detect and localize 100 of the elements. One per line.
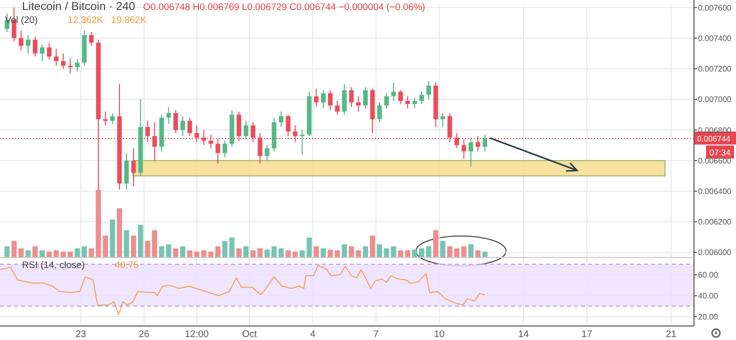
x-tick-label: 21 <box>666 329 676 340</box>
y-tick-label: 0.007600 <box>698 3 732 12</box>
y-tick-label: 0.007000 <box>698 95 732 104</box>
y-tick-label: 0.006600 <box>698 156 732 166</box>
candlestick <box>440 112 446 128</box>
candlestick <box>412 97 417 110</box>
bar <box>88 248 94 257</box>
bar <box>110 219 116 257</box>
y-tick-label: 40.00 <box>698 291 719 300</box>
x-tick-label: 4 <box>310 329 316 340</box>
bar <box>348 246 354 257</box>
bar <box>229 238 235 257</box>
bar <box>250 250 256 257</box>
x-tick-label: 26 <box>138 329 150 340</box>
candlestick <box>194 124 200 143</box>
candlestick <box>320 90 326 110</box>
chart-title: RSI (14, close) <box>22 260 85 271</box>
annotation: 40.75 <box>114 260 139 271</box>
candlestick <box>26 34 30 54</box>
candlestick <box>419 91 424 104</box>
bar <box>292 252 298 257</box>
bar <box>236 248 242 257</box>
candlestick <box>103 111 108 126</box>
bar <box>356 250 362 257</box>
candlestick <box>300 129 304 155</box>
bar <box>384 248 390 257</box>
candlestick <box>244 120 248 140</box>
candlestick <box>447 112 452 143</box>
bar <box>116 208 122 257</box>
candlestick <box>68 58 73 74</box>
bar <box>222 240 228 257</box>
candlestick <box>363 86 368 110</box>
bar <box>286 250 291 257</box>
bar <box>144 240 150 257</box>
bar <box>4 246 10 257</box>
candlestick <box>236 111 242 142</box>
x-tick-label: 12:00 <box>184 329 209 340</box>
bar <box>405 250 410 257</box>
candlestick <box>180 116 186 137</box>
x-tick-label: 23 <box>76 329 86 340</box>
candlestick <box>328 90 333 111</box>
candlestick <box>222 140 228 158</box>
candlestick <box>18 30 24 51</box>
candlestick <box>258 132 262 164</box>
candlestick <box>187 117 192 137</box>
candlestick <box>32 36 38 58</box>
y-tick-label: 60.00 <box>698 270 719 280</box>
bar <box>468 244 474 257</box>
candlestick <box>250 122 256 143</box>
ref-line-label: 0.006744 <box>697 134 731 144</box>
candlestick <box>286 114 290 137</box>
bar <box>40 250 45 257</box>
candlestick <box>384 92 389 110</box>
bar <box>398 250 404 257</box>
bar <box>257 248 263 257</box>
candlestick <box>124 152 129 190</box>
candlestick <box>335 100 340 116</box>
bar <box>130 236 136 257</box>
bar <box>475 250 480 257</box>
x-tick-label: 7 <box>373 329 379 340</box>
text: 07:34 <box>709 148 731 158</box>
x-tick-label: 17 <box>582 329 592 340</box>
candlestick <box>89 32 94 46</box>
candlestick <box>173 110 178 134</box>
candlestick <box>60 52 66 70</box>
y-tick-label: 20.00 <box>698 312 719 322</box>
candlestick <box>264 144 270 162</box>
candlestick <box>216 138 220 164</box>
candlestick <box>377 102 382 123</box>
candlestick <box>454 132 460 149</box>
bar <box>264 250 270 257</box>
y-tick-label: 0.006000 <box>698 248 732 258</box>
bar <box>370 236 376 257</box>
candlestick <box>46 42 52 60</box>
y-tick-label: 0.006400 <box>698 186 732 196</box>
candlestick <box>40 44 44 62</box>
bar <box>440 240 446 257</box>
candlestick <box>398 90 403 104</box>
bar <box>215 246 220 257</box>
candlestick <box>75 59 80 72</box>
bar <box>271 246 277 257</box>
bar <box>32 246 38 257</box>
bar <box>482 252 488 257</box>
bar <box>166 244 172 257</box>
bar <box>180 246 186 257</box>
bar <box>124 230 130 257</box>
candlestick <box>292 124 298 143</box>
candlestick <box>54 48 59 66</box>
candlestick <box>356 96 361 112</box>
bar <box>362 246 368 257</box>
bar <box>138 224 144 257</box>
candlestick <box>476 136 480 152</box>
candlestick <box>426 80 431 100</box>
candlestick <box>405 96 410 110</box>
candlestick <box>391 82 396 102</box>
bar <box>102 236 108 257</box>
bar <box>342 244 347 257</box>
candlestick <box>166 106 171 124</box>
x-tick-label: Oct <box>242 329 258 340</box>
bar <box>26 250 31 257</box>
